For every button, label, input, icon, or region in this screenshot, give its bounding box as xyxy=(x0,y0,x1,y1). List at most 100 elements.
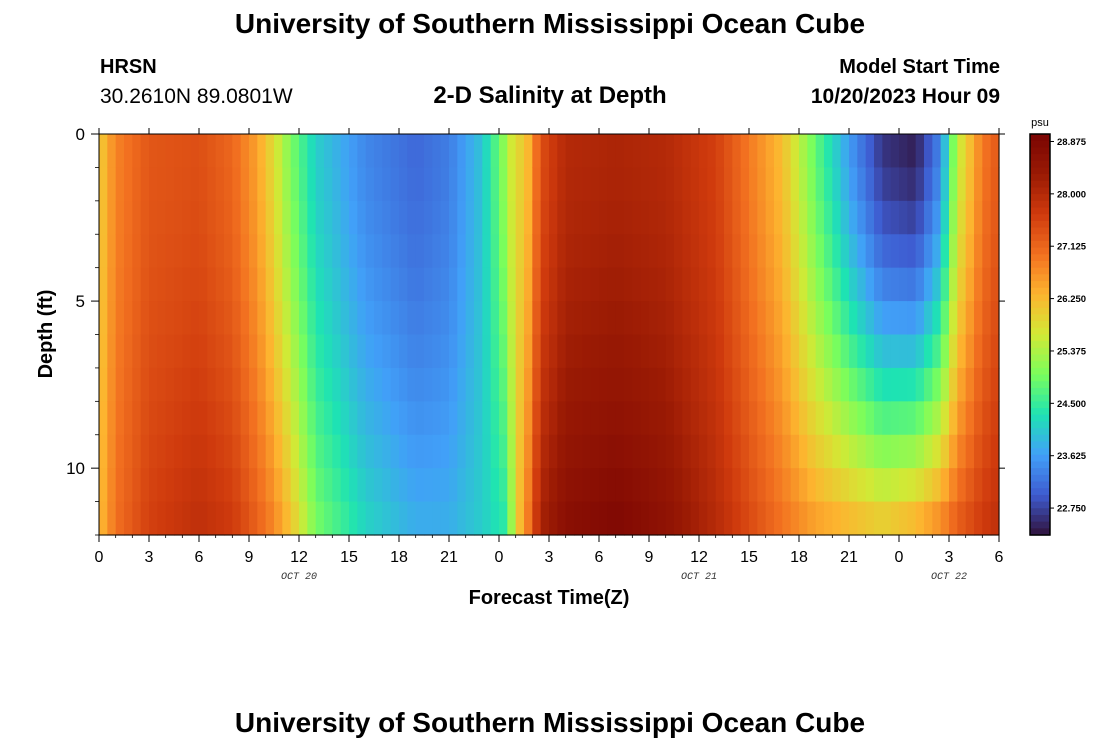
heatmap-cell xyxy=(949,167,958,202)
heatmap-cell xyxy=(407,167,417,202)
heatmap-cell xyxy=(540,501,550,536)
heatmap-cell xyxy=(415,501,425,536)
heatmap-cell xyxy=(215,234,225,269)
heatmap-cell xyxy=(224,367,233,402)
heatmap-cell xyxy=(915,367,925,402)
heatmap-cell xyxy=(715,234,725,269)
heatmap-cell xyxy=(215,334,225,369)
heatmap-cell xyxy=(374,401,383,436)
heatmap-cell xyxy=(207,401,217,436)
heatmap-cell xyxy=(199,200,208,235)
heatmap-cell xyxy=(757,167,767,202)
heatmap-cell xyxy=(440,167,450,202)
heatmap-cell xyxy=(740,301,750,336)
heatmap-cell xyxy=(174,301,183,336)
heatmap-cell xyxy=(365,367,375,402)
heatmap-cell xyxy=(124,501,133,536)
heatmap-cell xyxy=(682,468,692,503)
heatmap-cell xyxy=(790,401,800,436)
heatmap-cell xyxy=(499,501,508,536)
heatmap-cell xyxy=(415,367,425,402)
heatmap-cell xyxy=(424,501,433,536)
heatmap-cell xyxy=(799,134,808,169)
heatmap-cell xyxy=(790,167,800,202)
heatmap-cell xyxy=(390,301,400,336)
heatmap-cell xyxy=(307,501,317,536)
heatmap-cell xyxy=(132,167,142,202)
heatmap-cell xyxy=(690,401,700,436)
heatmap-cell xyxy=(624,267,633,302)
heatmap-cell xyxy=(340,468,350,503)
heatmap-cell xyxy=(607,334,617,369)
heatmap-cell xyxy=(782,501,792,536)
heatmap-cell xyxy=(590,167,600,202)
heatmap-cell xyxy=(940,334,950,369)
heatmap-cell xyxy=(107,200,117,235)
heatmap-cell xyxy=(165,501,175,536)
heatmap-cell xyxy=(257,234,267,269)
heatmap-cell xyxy=(190,200,200,235)
heatmap-cell xyxy=(165,334,175,369)
heatmap-cell xyxy=(582,267,592,302)
heatmap-cell xyxy=(315,434,325,469)
heatmap-cell xyxy=(249,468,258,503)
colorbar-tick-label: 23.625 xyxy=(1057,451,1087,462)
heatmap-cell xyxy=(840,134,850,169)
heatmap-cell xyxy=(357,200,367,235)
heatmap-cell xyxy=(782,234,792,269)
heatmap-cell xyxy=(399,334,408,369)
heatmap-cell xyxy=(574,267,583,302)
heatmap-cell xyxy=(465,134,475,169)
heatmap-cell xyxy=(707,501,717,536)
heatmap-cell xyxy=(282,234,292,269)
heatmap-cell xyxy=(224,301,233,336)
heatmap-cell xyxy=(874,267,883,302)
heatmap-cell xyxy=(490,434,500,469)
heatmap-cell xyxy=(799,334,808,369)
heatmap-cell xyxy=(715,301,725,336)
heatmap-cell xyxy=(565,301,575,336)
heatmap-cell xyxy=(882,267,892,302)
heatmap-cell xyxy=(224,134,233,169)
heatmap-cell xyxy=(282,501,292,536)
heatmap-cell xyxy=(390,134,400,169)
x-tick-label: 3 xyxy=(545,549,554,566)
heatmap-cell xyxy=(874,200,883,235)
heatmap-cell xyxy=(849,234,858,269)
heatmap-cell xyxy=(690,234,700,269)
heatmap-cell xyxy=(732,434,742,469)
heatmap-cell xyxy=(707,468,717,503)
heatmap-cell xyxy=(149,367,158,402)
heatmap-cell xyxy=(274,301,283,336)
heatmap-cell xyxy=(574,434,583,469)
heatmap-cell xyxy=(465,401,475,436)
heatmap-cell xyxy=(324,468,333,503)
heatmap-cell xyxy=(757,334,767,369)
heatmap-cell xyxy=(490,401,500,436)
heatmap-cell xyxy=(749,301,758,336)
heatmap-cell xyxy=(574,234,583,269)
date-label: OCT 22 xyxy=(931,572,967,583)
heatmap-cell xyxy=(849,267,858,302)
heatmap-cell xyxy=(332,468,342,503)
heatmap-cell xyxy=(465,367,475,402)
heatmap-cell xyxy=(774,267,783,302)
heatmap-cell xyxy=(307,434,317,469)
heatmap-cell xyxy=(249,234,258,269)
heatmap-cell xyxy=(849,301,858,336)
heatmap-cell xyxy=(824,267,833,302)
heatmap-cell xyxy=(732,334,742,369)
colorbar-segment xyxy=(1030,287,1050,295)
heatmap-cell xyxy=(415,334,425,369)
heatmap-cell xyxy=(307,334,317,369)
heatmap-cell xyxy=(290,200,300,235)
heatmap-cell xyxy=(990,134,1000,169)
heatmap-cell xyxy=(649,301,658,336)
heatmap-cell xyxy=(515,501,525,536)
heatmap-cell xyxy=(324,267,333,302)
heatmap-cell xyxy=(107,501,117,536)
heatmap-cell xyxy=(924,200,933,235)
heatmap-cell xyxy=(357,468,367,503)
colorbar-frame xyxy=(1029,133,1051,536)
heatmap-cell xyxy=(407,334,417,369)
